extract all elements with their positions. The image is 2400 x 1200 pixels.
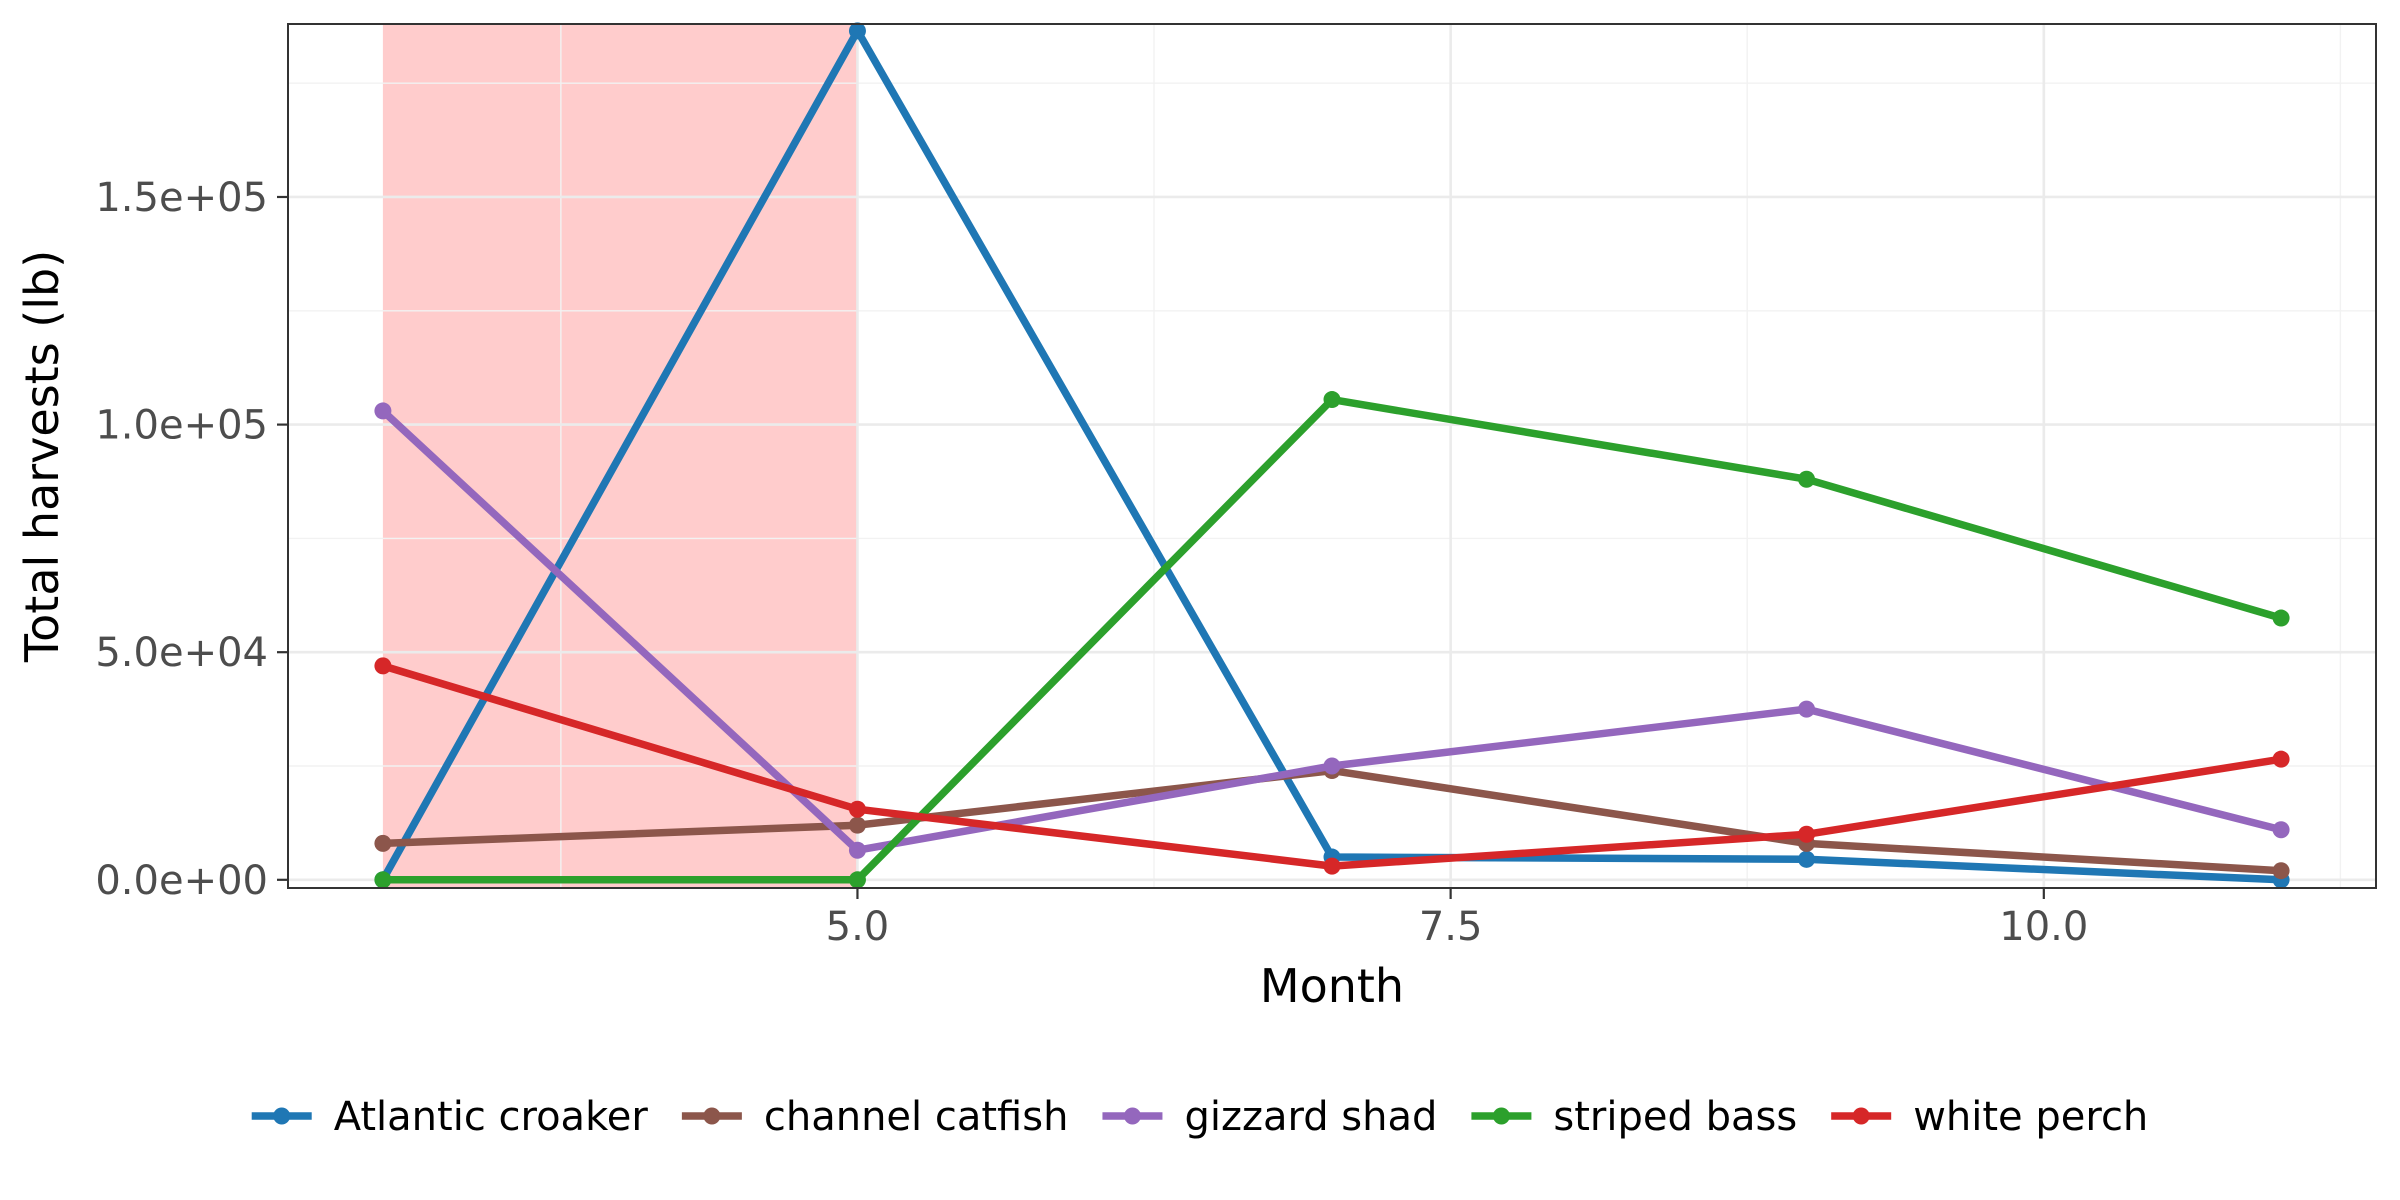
data-point-atlantic-croaker — [1798, 850, 1816, 868]
legend-item-striped-bass: striped bass — [1471, 1094, 1797, 1140]
y-tick-label: 0.0e+00 — [95, 858, 268, 904]
x-tick-label: 5.0 — [826, 904, 890, 950]
data-point-striped-bass — [848, 871, 866, 889]
legend-label: white perch — [1913, 1094, 2148, 1140]
data-point-gizzard-shad — [374, 402, 392, 420]
legend-key-point — [1123, 1107, 1141, 1125]
x-tick-label: 7.5 — [1419, 904, 1483, 950]
y-tick-label: 5.0e+04 — [95, 630, 268, 676]
legend-item-white-perch: white perch — [1831, 1094, 2148, 1140]
axes-layer: 5.0 7.5 10.0 0.0e+00 5.0e+04 1.0e+05 1.5e+05 — [95, 23, 2377, 950]
data-point-white-perch — [2272, 750, 2290, 768]
legend-item-atlantic-croaker: Atlantic croaker — [251, 1094, 649, 1140]
data-point-white-perch — [848, 800, 866, 818]
data-point-channel-catfish — [374, 834, 392, 852]
series-striped-bass — [374, 391, 2290, 889]
legend-label: channel catfish — [764, 1094, 1069, 1140]
x-tick-label: 10.0 — [1999, 904, 2088, 950]
data-point-gizzard-shad — [1798, 700, 1816, 718]
data-point-atlantic-croaker — [848, 22, 866, 40]
panel-border — [287, 23, 2377, 889]
x-axis-title: Month — [1260, 959, 1404, 1013]
series-white-perch — [374, 657, 2290, 875]
data-point-gizzard-shad — [2272, 821, 2290, 839]
y-axis-title: Total harvests (lb) — [15, 250, 69, 663]
data-point-channel-catfish — [2272, 862, 2290, 880]
data-point-striped-bass — [374, 871, 392, 889]
legend-label: striped bass — [1553, 1094, 1797, 1140]
legend-key-point — [1852, 1107, 1870, 1125]
data-point-striped-bass — [1798, 470, 1816, 488]
series-layer — [374, 22, 2290, 889]
legend-item-gizzard-shad: gizzard shad — [1102, 1094, 1437, 1140]
legend-label: gizzard shad — [1184, 1094, 1437, 1140]
legend-key-point — [273, 1107, 291, 1125]
data-point-gizzard-shad — [1323, 757, 1341, 775]
legend-item-channel-catfish: channel catfish — [681, 1094, 1069, 1140]
series-gizzard-shad — [374, 402, 2290, 859]
data-point-white-perch — [1323, 857, 1341, 875]
legend-key-point — [1492, 1107, 1510, 1125]
data-point-striped-bass — [1323, 391, 1341, 409]
data-point-striped-bass — [2272, 609, 2290, 627]
data-point-white-perch — [374, 657, 392, 675]
data-point-gizzard-shad — [848, 841, 866, 859]
legend-label: Atlantic croaker — [334, 1094, 649, 1140]
data-point-channel-catfish — [848, 816, 866, 834]
legend: Atlantic croaker channel catfish gizzard s… — [251, 1094, 2148, 1140]
data-point-white-perch — [1798, 825, 1816, 843]
y-tick-label: 1.5e+05 — [95, 175, 268, 221]
y-tick-label: 1.0e+05 — [95, 403, 268, 449]
legend-key-point — [703, 1107, 721, 1125]
